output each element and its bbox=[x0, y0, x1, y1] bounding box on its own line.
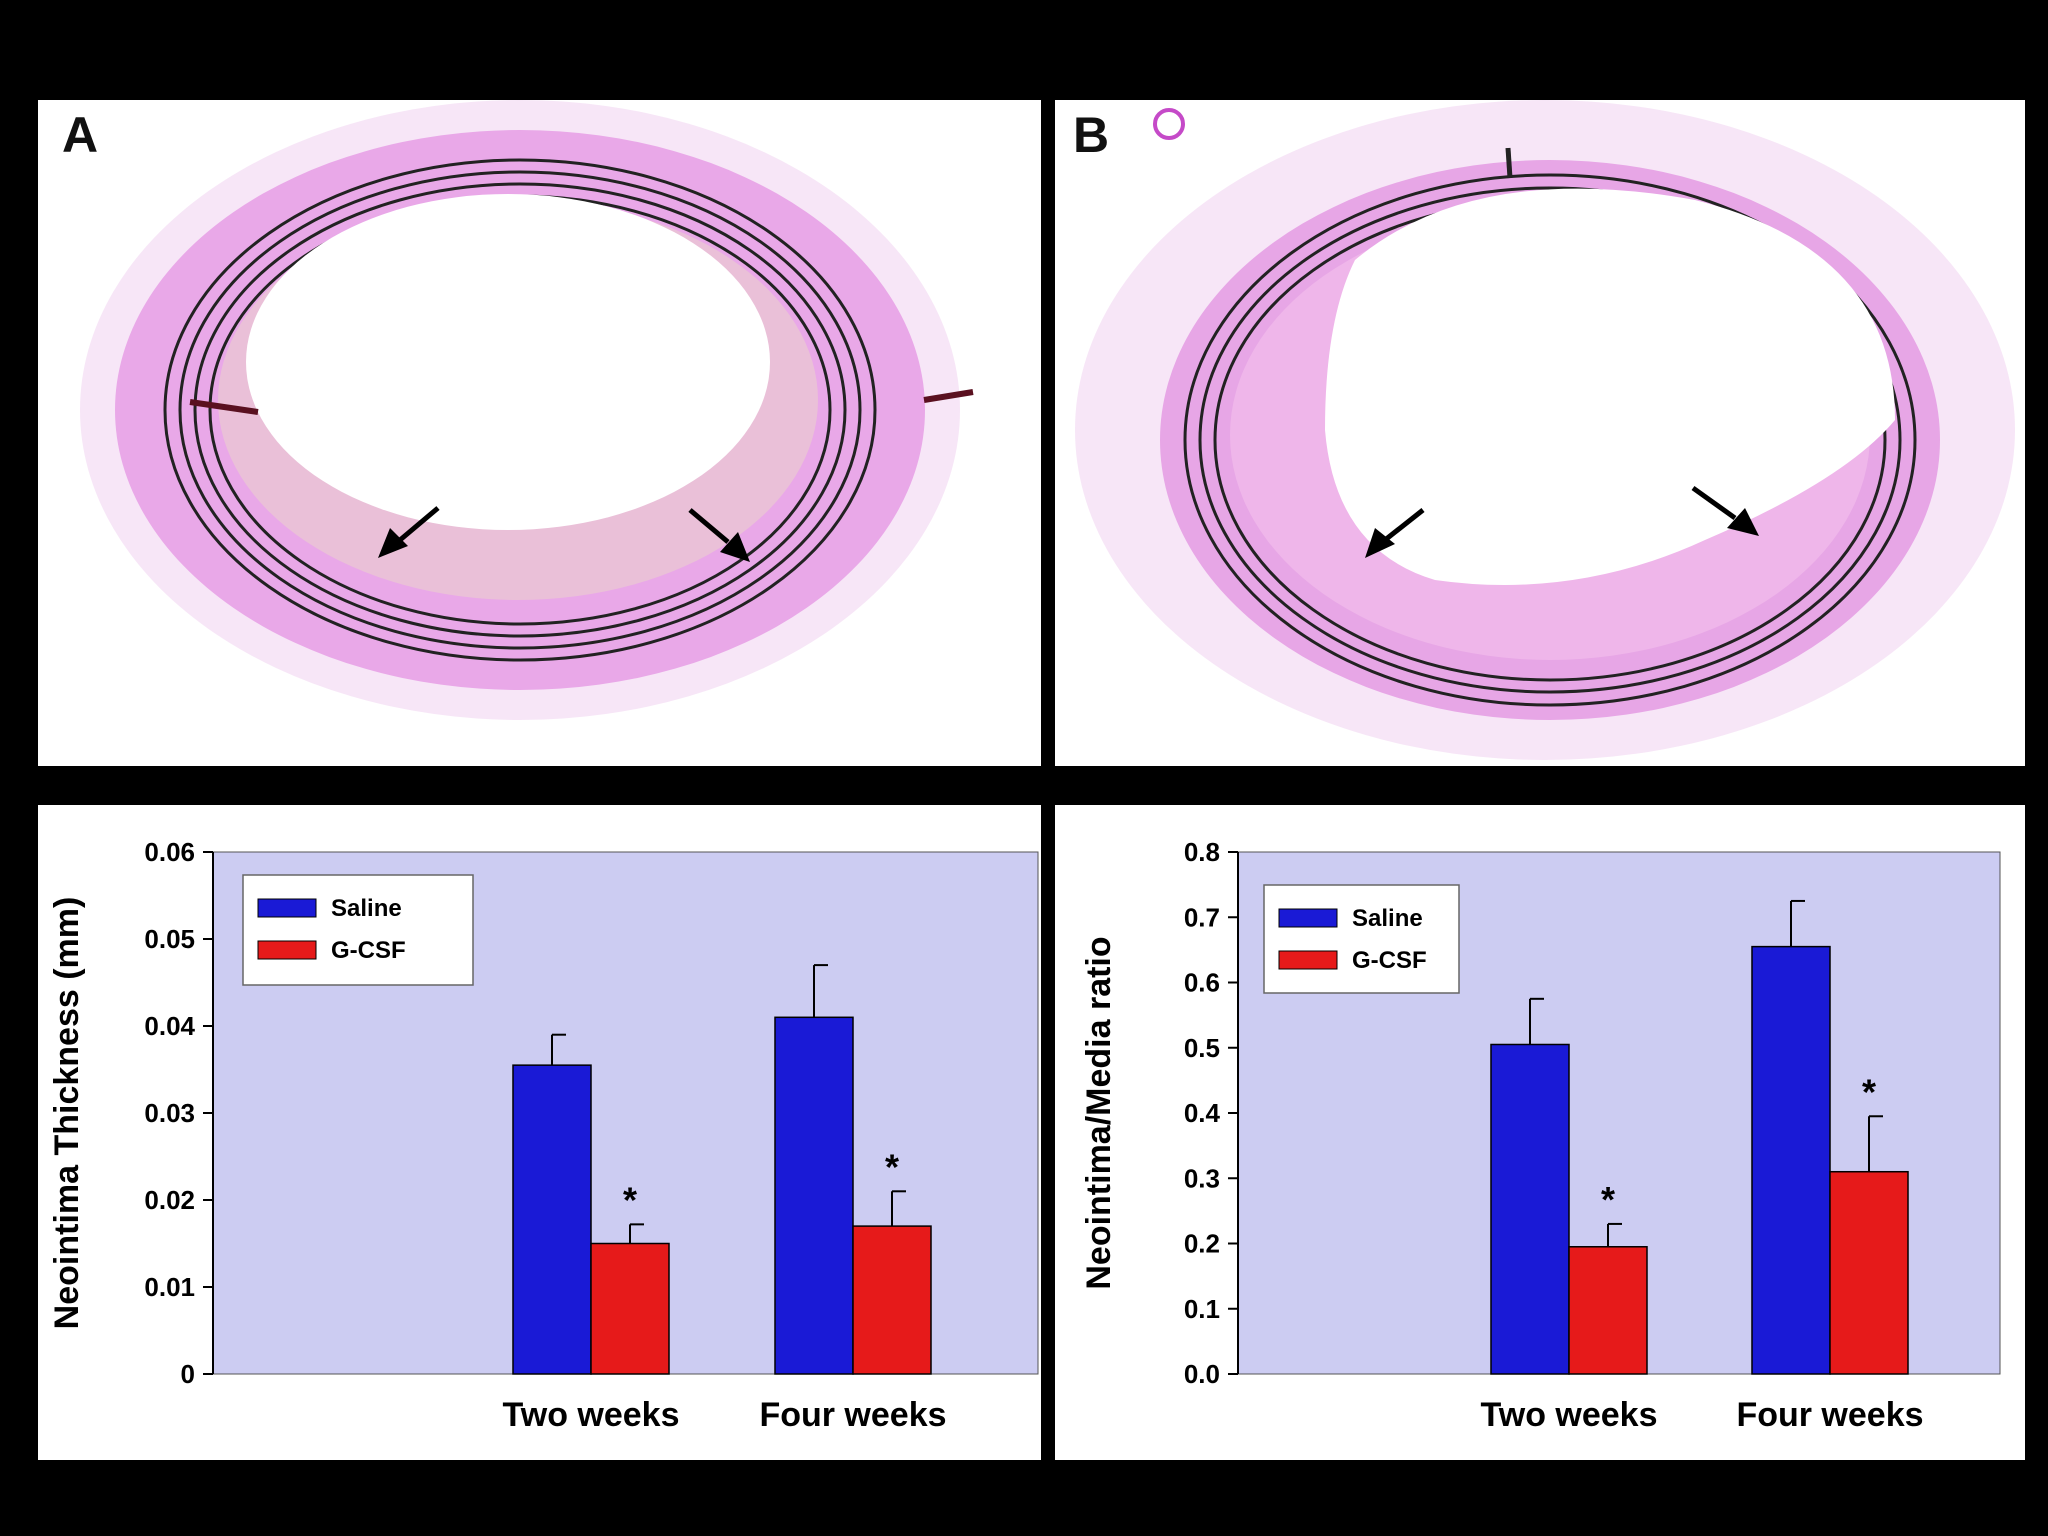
y-tick-label: 0.1 bbox=[1184, 1294, 1220, 1324]
neointima-thickness-chart: 0 0.01 0.02 0.03 0.04 0.05 0.06 Neointima Thick… bbox=[48, 837, 1039, 1434]
legend-label: Saline bbox=[1352, 905, 1423, 932]
legend: Saline G-CSF bbox=[1263, 884, 1460, 994]
y-tick-label: 0 bbox=[181, 1359, 195, 1389]
y-tick-label: 0.01 bbox=[144, 1272, 195, 1302]
legend: Saline G-CSF bbox=[242, 874, 474, 986]
bar-saline-four-weeks bbox=[774, 1016, 854, 1375]
bar-g-csf-four-weeks bbox=[852, 1225, 932, 1375]
bar-g-csf-two-weeks bbox=[590, 1242, 670, 1375]
y-tick-label: 0.0 bbox=[1184, 1359, 1220, 1389]
y-tick-label: 0.06 bbox=[144, 837, 195, 867]
x-category-label: Four weeks bbox=[1736, 1396, 1923, 1434]
x-category-label: Two weeks bbox=[503, 1396, 680, 1434]
micrograph-panel-a: A bbox=[38, 100, 1041, 766]
significance-asterisk: * bbox=[1601, 1179, 1615, 1220]
vessel-cross-section-b bbox=[1075, 100, 2015, 760]
legend-box bbox=[1263, 884, 1460, 994]
vessel-cross-section-a bbox=[80, 100, 974, 720]
arrow-icon-right-b bbox=[1691, 485, 1759, 536]
y-tick-label: 0.7 bbox=[1184, 902, 1220, 932]
x-category-label: Four weeks bbox=[759, 1396, 946, 1434]
bar-saline-four-weeks bbox=[1751, 945, 1831, 1375]
significance-asterisk: * bbox=[1862, 1071, 1876, 1112]
y-tick-label: 0.03 bbox=[144, 1098, 195, 1128]
legend-swatch bbox=[257, 940, 317, 960]
y-tick-label: 0.02 bbox=[144, 1185, 195, 1215]
micrograph-panel-b: B bbox=[1055, 100, 2025, 766]
y-tick-label: 0.04 bbox=[144, 1011, 195, 1041]
legend-label: G-CSF bbox=[1352, 947, 1427, 974]
panel-label-a: A bbox=[62, 107, 99, 163]
significance-asterisk: * bbox=[623, 1179, 637, 1220]
bar-saline-two-weeks bbox=[1490, 1043, 1570, 1375]
y-tick-label: 0.2 bbox=[1184, 1229, 1220, 1259]
legend-label: Saline bbox=[331, 895, 402, 922]
neointima-media-ratio-chart: 0.0 0.1 0.2 0.3 0.4 0.5 0.6 0.7 0.8 Neointima/Med… bbox=[1080, 837, 2001, 1434]
arrow-icon-right-a bbox=[688, 508, 750, 562]
legend-box bbox=[242, 874, 474, 986]
bar-saline-two-weeks bbox=[512, 1064, 592, 1375]
y-tick-label: 0.05 bbox=[144, 924, 195, 954]
y-axis-title: Neointima Thickness (mm) bbox=[48, 897, 86, 1330]
bar-g-csf-four-weeks bbox=[1829, 1170, 1909, 1375]
legend-swatch bbox=[1278, 950, 1338, 970]
arrow-icon-left-a bbox=[378, 506, 440, 558]
y-axis-title: Neointima/Media ratio bbox=[1080, 936, 1118, 1289]
legend-swatch bbox=[257, 898, 317, 918]
y-tick-label: 0.4 bbox=[1184, 1098, 1221, 1128]
bar-g-csf-two-weeks bbox=[1568, 1246, 1648, 1375]
legend-label: G-CSF bbox=[331, 937, 406, 964]
panel-label-b: B bbox=[1073, 107, 1110, 163]
y-tick-label: 0.8 bbox=[1184, 837, 1220, 867]
arrow-icon-left-b bbox=[1365, 508, 1425, 558]
legend-swatch bbox=[1278, 908, 1338, 928]
y-tick-label: 0.3 bbox=[1184, 1163, 1220, 1193]
significance-asterisk: * bbox=[885, 1146, 899, 1187]
y-tick-label: 0.6 bbox=[1184, 968, 1220, 998]
chart-panel-c: 0 0.01 0.02 0.03 0.04 0.05 0.06 Neointima Thick… bbox=[38, 805, 1041, 1460]
x-category-label: Two weeks bbox=[1481, 1396, 1658, 1434]
y-tick-label: 0.5 bbox=[1184, 1033, 1220, 1063]
chart-panel-d: 0.0 0.1 0.2 0.3 0.4 0.5 0.6 0.7 0.8 Neointima/Med… bbox=[1055, 805, 2025, 1460]
